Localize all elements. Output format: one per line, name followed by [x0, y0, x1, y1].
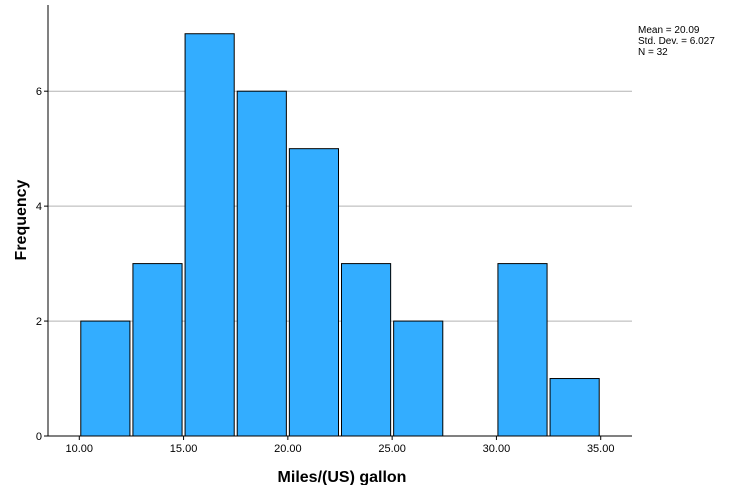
tick-labels: 0 2 4 6 10.00 15.00 20.00 25.00 30.00 35.00	[36, 86, 615, 455]
bars	[80, 33, 600, 437]
histogram-bar-9	[497, 263, 548, 437]
x-tick-label-30: 30.00	[483, 443, 511, 455]
histogram-bar-3	[184, 33, 235, 437]
y-tick-label-4: 4	[36, 201, 42, 213]
histogram-bar-1	[80, 320, 131, 437]
x-axis-title: Miles/(US) gallon	[278, 469, 407, 485]
stat-std-dev: Std. Dev. = 6.027	[638, 36, 715, 47]
x-tick-label-15: 15.00	[170, 443, 198, 455]
x-tick-label-25: 25.00	[378, 443, 406, 455]
stat-mean: Mean = 20.09	[638, 25, 700, 36]
histogram-bar-2	[132, 263, 183, 437]
histogram-bar-7	[393, 320, 444, 437]
histogram-bar-10	[549, 378, 600, 437]
y-tick-label-0: 0	[36, 431, 42, 443]
y-tick-label-6: 6	[36, 86, 42, 98]
histogram-bar-6	[341, 263, 392, 437]
histogram-bar-4	[236, 90, 287, 437]
stat-n: N = 32	[638, 47, 668, 58]
y-tick-label-2: 2	[36, 316, 42, 328]
y-axis-title: Frequency	[13, 179, 30, 260]
x-tick-label-20: 20.00	[274, 443, 302, 455]
x-tick-label-10: 10.00	[66, 443, 94, 455]
axes	[44, 5, 632, 440]
x-tick-label-35: 35.00	[587, 443, 615, 455]
histogram-bar-5	[288, 148, 340, 437]
statistics-box: Mean = 20.09 Std. Dev. = 6.027 N = 32	[638, 25, 715, 58]
